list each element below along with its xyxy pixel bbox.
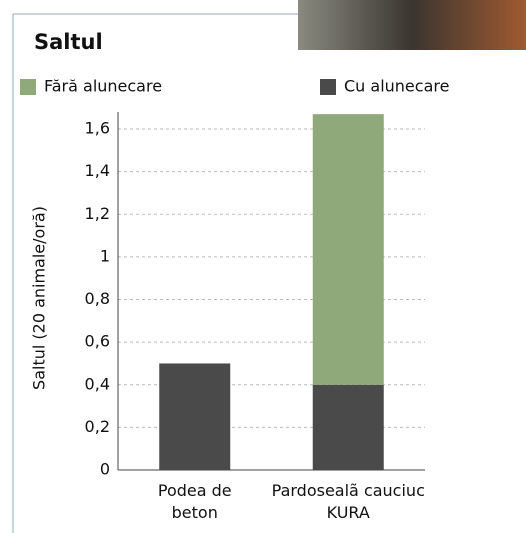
- legend-swatch: [320, 79, 336, 95]
- y-axis-label: Saltul (20 animale/oră): [30, 206, 49, 390]
- legend-label: Cu alunecare: [344, 77, 449, 96]
- y-tick-label: 0: [100, 460, 110, 479]
- y-tick-label: 0,6: [85, 332, 110, 351]
- x-tick-label: Podea de beton: [157, 481, 232, 522]
- photo-texture: [298, 0, 526, 50]
- y-tick-label: 1: [100, 246, 110, 265]
- bar-segment: [312, 384, 384, 470]
- chart-title: Saltul: [34, 30, 103, 54]
- y-tick-label: 1,2: [85, 204, 110, 223]
- y-tick-label: 0,4: [85, 374, 110, 393]
- y-tick-label: 0,8: [85, 289, 110, 308]
- bar-segment: [312, 114, 384, 385]
- bar-segment: [159, 363, 231, 470]
- legend-swatch: [20, 79, 36, 95]
- x-tick-label: Pardosealã cauciuc KURA: [271, 481, 425, 522]
- y-tick-label: 1,4: [85, 161, 110, 180]
- y-tick-label: 1,6: [85, 119, 110, 138]
- legend-label: Fără alunecare: [44, 77, 162, 96]
- y-tick-label: 0,2: [85, 417, 110, 436]
